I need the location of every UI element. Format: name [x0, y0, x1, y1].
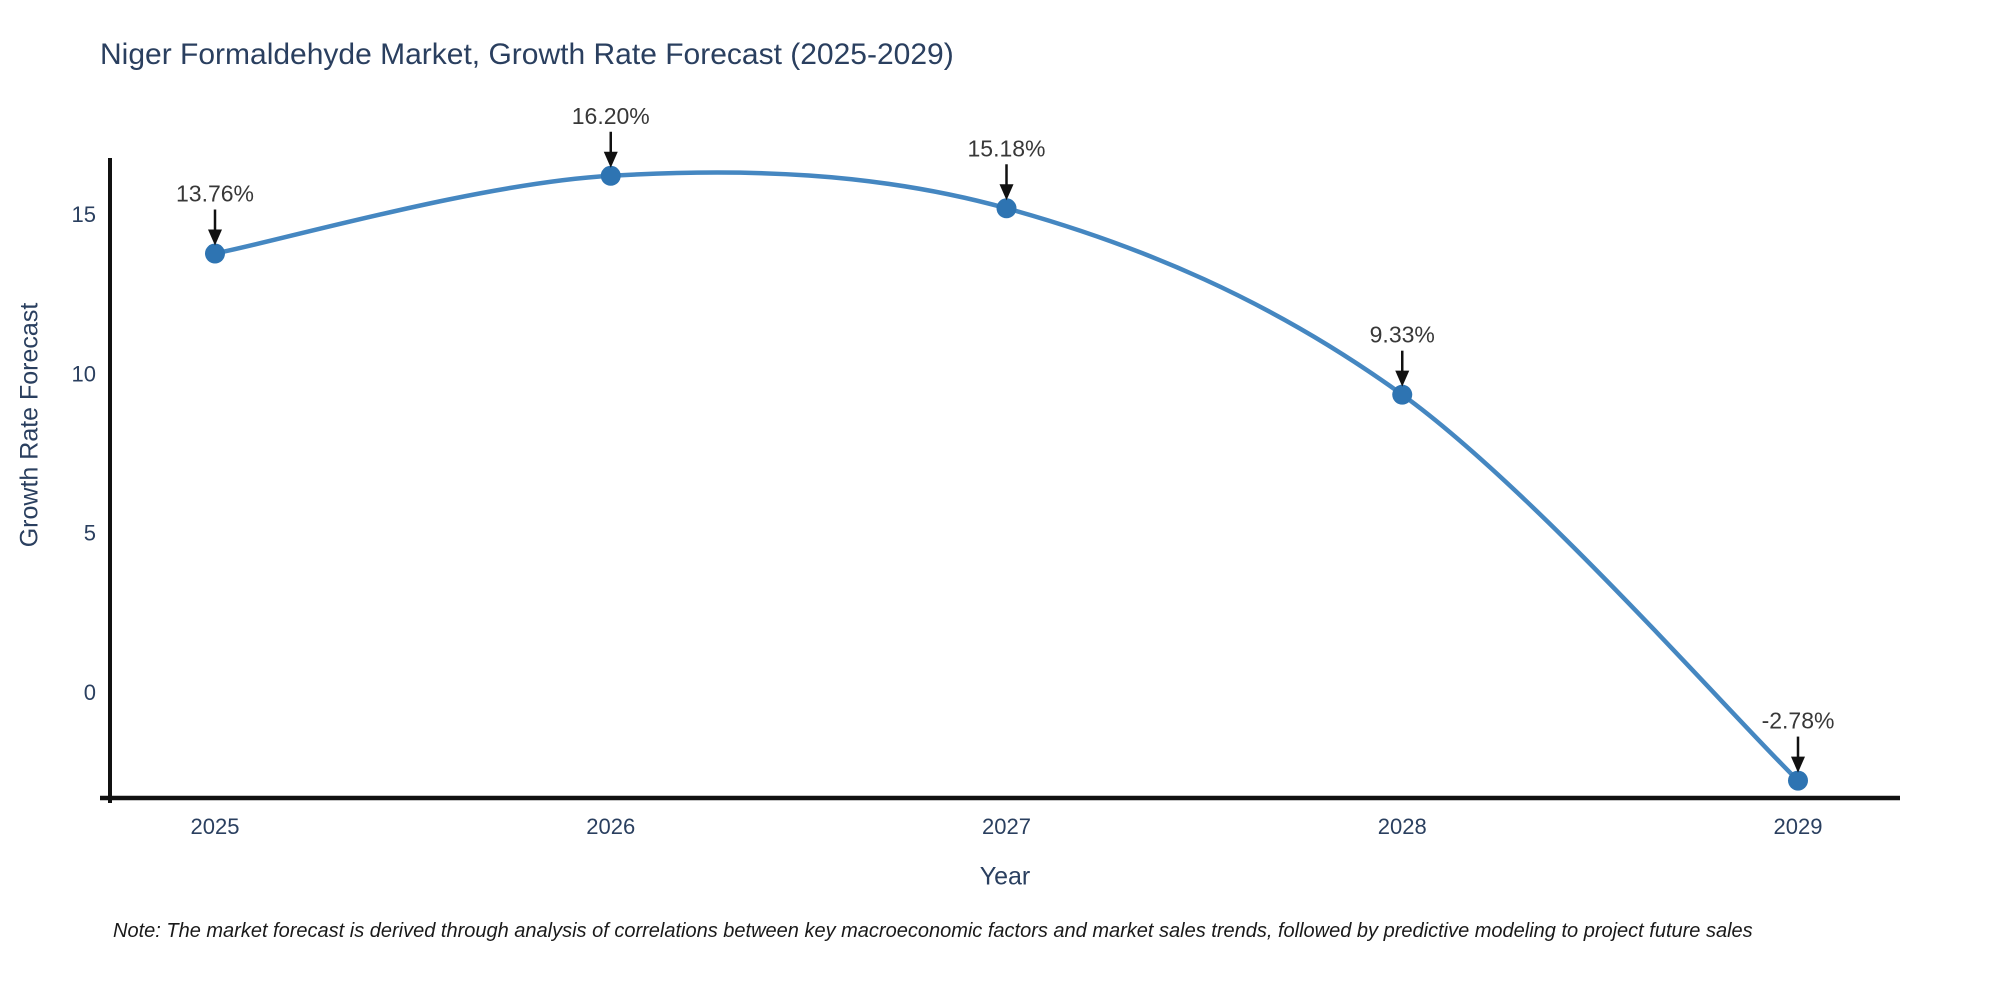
y-tick-label: 0 — [84, 680, 96, 705]
x-axis-title: Year — [979, 862, 1031, 891]
x-tick-label: 2028 — [1378, 814, 1427, 839]
x-tick-label: 2029 — [1774, 814, 1823, 839]
point-value-label: -2.78% — [1762, 708, 1835, 734]
forecast-line — [214, 170, 1800, 783]
y-tick-label: 5 — [84, 521, 96, 546]
y-tick-label: 10 — [72, 361, 96, 386]
annotation-arrowhead — [1791, 756, 1805, 773]
annotation-arrowhead — [999, 184, 1014, 201]
point-value-label: 15.18% — [967, 135, 1045, 161]
footnote: Note: The market forecast is derived thr… — [113, 920, 1753, 942]
data-point-marker — [996, 198, 1017, 219]
data-point-marker — [600, 165, 621, 186]
x-tick-label: 2026 — [586, 814, 635, 839]
x-tick-label: 2027 — [982, 814, 1031, 839]
point-value-label: 13.76% — [176, 181, 254, 207]
annotation-arrowhead — [603, 151, 618, 168]
point-value-label: 9.33% — [1370, 322, 1435, 348]
data-point-marker — [1392, 384, 1413, 405]
data-point-marker — [1788, 770, 1808, 791]
x-tick-label: 2025 — [191, 814, 240, 839]
annotation-arrowhead — [1395, 370, 1410, 387]
data-point-marker — [205, 243, 225, 264]
point-value-label: 16.20% — [572, 103, 650, 129]
chart-title: Niger Formaldehyde Market, Growth Rate F… — [100, 38, 954, 71]
y-tick-label: 15 — [72, 202, 96, 227]
annotation-arrowhead — [208, 229, 222, 246]
